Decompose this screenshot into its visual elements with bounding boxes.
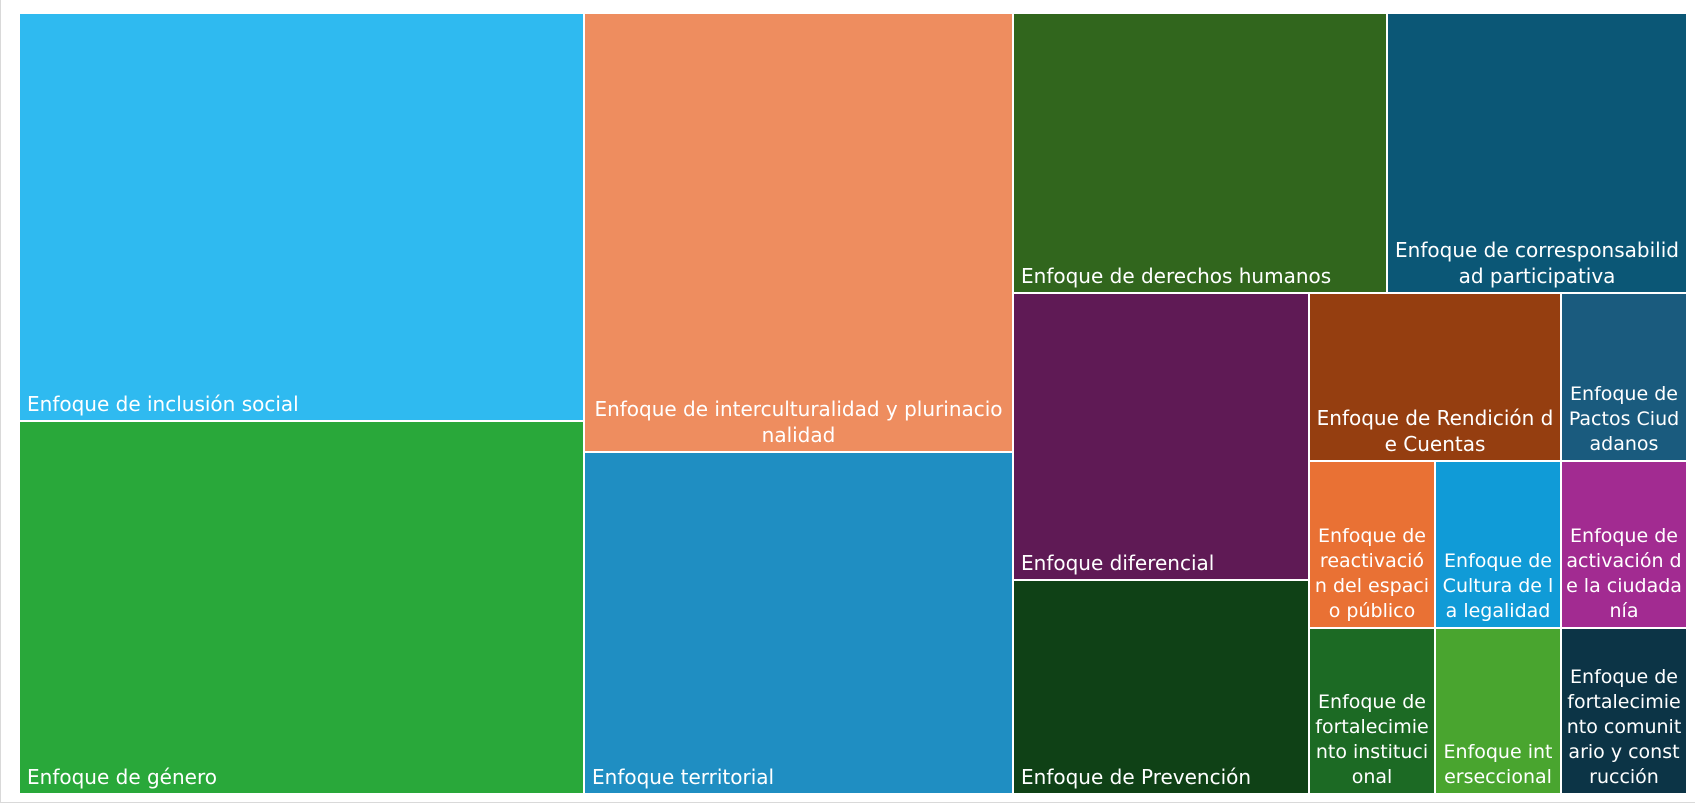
treemap-tile-enfoque-de-genero[interactable]: Enfoque de género — [20, 422, 583, 793]
treemap-tile-label: Enfoque de fortalecimiento institucional — [1315, 691, 1429, 788]
treemap-tile-label: Enfoque territorial — [592, 765, 775, 789]
treemap-tile-enfoque-de-fortalecimiento-comunitario-y-construccion[interactable]: Enfoque de fortalecimiento comunitario y… — [1562, 629, 1686, 793]
treemap-tile-label: Enfoque de derechos humanos — [1021, 264, 1332, 288]
treemap-tile-enfoque-de-prevencion[interactable]: Enfoque de Prevención — [1014, 581, 1308, 793]
treemap-tile-label: Enfoque de fortalecimiento comunitario y… — [1566, 666, 1682, 788]
treemap-tile-label: Enfoque de interculturalidad y plurinaci… — [594, 397, 1003, 447]
treemap-tile-label: Enfoque de inclusión social — [27, 392, 299, 416]
treemap-tile-label: Enfoque de corresponsabilidad participat… — [1395, 238, 1679, 288]
treemap-tile-enfoque-territorial[interactable]: Enfoque territorial — [585, 453, 1012, 793]
treemap-tile-enfoque-de-cultura-de-la-legalidad[interactable]: Enfoque de Cultura de la legalidad — [1436, 462, 1560, 627]
treemap-tile-enfoque-interseccional[interactable]: Enfoque interseccional — [1436, 629, 1560, 793]
treemap-tile-label: Enfoque de Pactos Ciudadanos — [1568, 383, 1680, 455]
treemap-tile-enfoque-de-interculturalidad-y-plurinacionalidad[interactable]: Enfoque de interculturalidad y plurinaci… — [585, 14, 1012, 451]
treemap-tile-enfoque-de-corresponsabilidad-participativa[interactable]: Enfoque de corresponsabilidad participat… — [1388, 14, 1686, 292]
treemap-tile-enfoque-de-inclusion-social[interactable]: Enfoque de inclusión social — [20, 14, 583, 420]
treemap-tile-enfoque-de-pactos-ciudadanos[interactable]: Enfoque de Pactos Ciudadanos — [1562, 294, 1686, 460]
treemap-tile-label: Enfoque de Cultura de la legalidad — [1442, 550, 1554, 622]
treemap-tile-enfoque-de-fortalecimiento-institucional[interactable]: Enfoque de fortalecimiento institucional — [1310, 629, 1434, 793]
treemap-tile-label: Enfoque diferencial — [1021, 551, 1215, 575]
treemap-tile-label: Enfoque de activación de la ciudadanía — [1566, 525, 1682, 622]
treemap-tile-label: Enfoque de reactivación del espacio públ… — [1314, 525, 1430, 622]
treemap-tile-label: Enfoque de Prevención — [1021, 765, 1252, 789]
treemap-tile-label: Enfoque interseccional — [1443, 741, 1553, 788]
treemap-tile-label: Enfoque de género — [27, 765, 217, 789]
treemap-tile-enfoque-de-reactivacion-del-espacio-publico[interactable]: Enfoque de reactivación del espacio públ… — [1310, 462, 1434, 627]
treemap-tile-enfoque-de-rendicion-de-cuentas[interactable]: Enfoque de Rendición de Cuentas — [1310, 294, 1560, 460]
treemap-tile-enfoque-de-activacion-de-la-ciudadania[interactable]: Enfoque de activación de la ciudadanía — [1562, 462, 1686, 627]
treemap-tile-enfoque-diferencial[interactable]: Enfoque diferencial — [1014, 294, 1308, 579]
treemap-tile-label: Enfoque de Rendición de Cuentas — [1316, 406, 1554, 456]
treemap-tile-enfoque-de-derechos-humanos[interactable]: Enfoque de derechos humanos — [1014, 14, 1386, 292]
